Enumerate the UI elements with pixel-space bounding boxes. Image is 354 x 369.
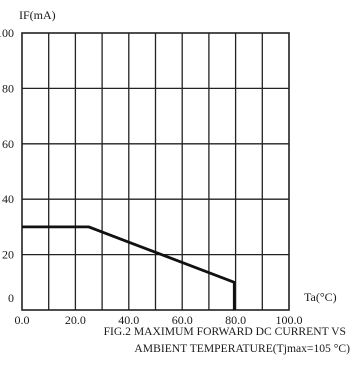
x-tick-label: 100.0 bbox=[276, 313, 303, 327]
x-tick-label: 0.0 bbox=[15, 313, 30, 327]
x-tick-label: 40.0 bbox=[118, 313, 139, 327]
x-tick-label: 80.0 bbox=[225, 313, 246, 327]
x-tick-label: 60.0 bbox=[172, 313, 193, 327]
chart-grid bbox=[22, 33, 289, 310]
y-axis-label: IF(mA) bbox=[19, 8, 56, 22]
plot-frame bbox=[21, 32, 290, 311]
tick-labels: 0.0 20.0 40.0 60.0 80.0 100.0 0 20 40 60 80 100 bbox=[0, 26, 303, 327]
x-axis-label: Ta(°C) bbox=[304, 290, 337, 304]
y-tick-label: 0 bbox=[8, 291, 14, 305]
caption-line-2: AMBIENT TEMPERATURE(Tjmax=105 °C) bbox=[134, 342, 350, 355]
caption-line-1: FIG.2 MAXIMUM FORWARD DC CURRENT VS bbox=[104, 325, 346, 338]
series-line bbox=[22, 225, 236, 310]
y-tick-label: 40 bbox=[2, 192, 14, 206]
y-tick-label: 20 bbox=[2, 248, 14, 262]
y-tick-label: 100 bbox=[0, 26, 14, 40]
y-tick-label: 80 bbox=[2, 81, 14, 95]
y-tick-label: 60 bbox=[2, 137, 14, 151]
x-tick-label: 20.0 bbox=[65, 313, 86, 327]
